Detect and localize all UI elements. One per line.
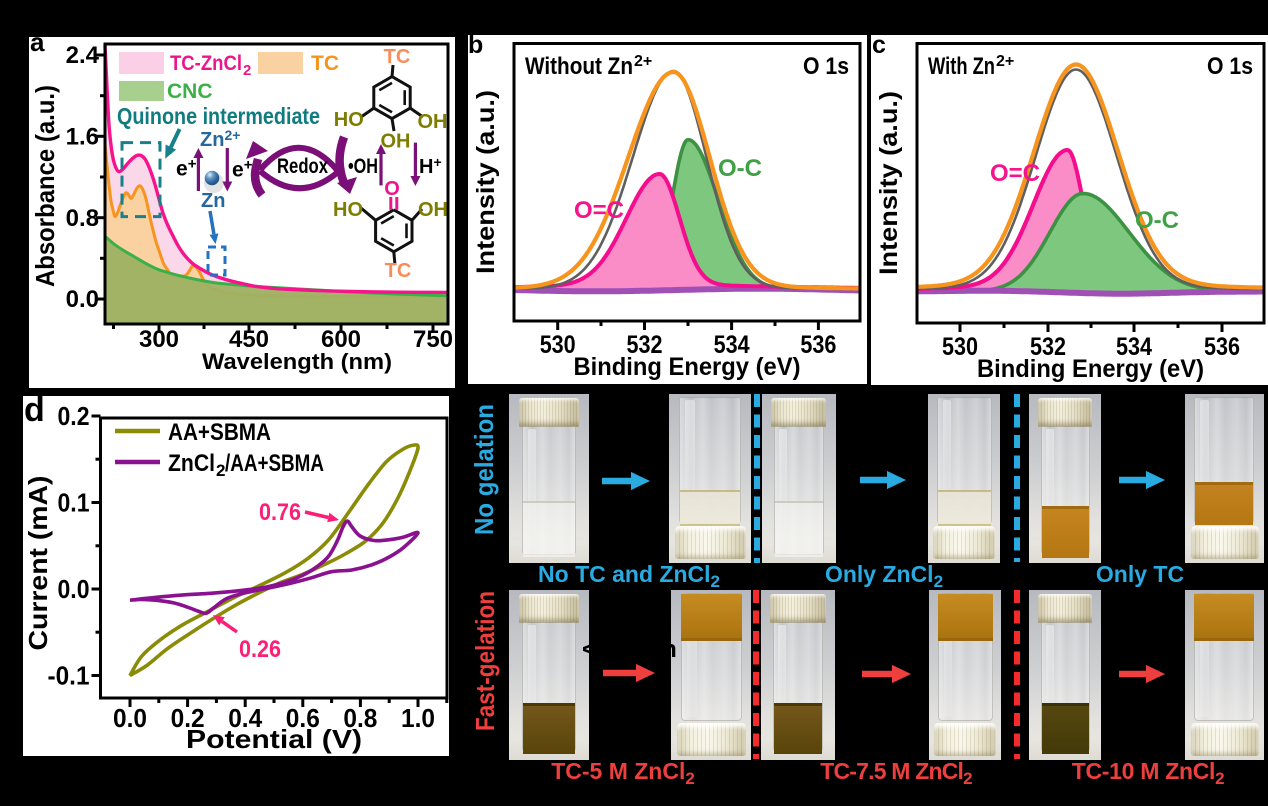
svg-text:0.2: 0.2 xyxy=(171,703,205,733)
svg-text:HO: HO xyxy=(333,199,363,221)
svg-text:0.76: 0.76 xyxy=(259,499,301,526)
svg-text:Quinone intermediate: Quinone intermediate xyxy=(117,103,320,129)
svg-text:Current (mA): Current (mA) xyxy=(23,476,53,651)
svg-text:536: 536 xyxy=(1204,333,1240,361)
svg-text:530: 530 xyxy=(540,331,576,359)
svg-text:2+: 2+ xyxy=(634,53,652,70)
svg-text:0.6: 0.6 xyxy=(286,703,320,733)
svg-text:1.0: 1.0 xyxy=(401,703,435,733)
svg-text:Intensity (a.u.): Intensity (a.u.) xyxy=(472,90,500,274)
svg-text:600: 600 xyxy=(321,326,361,353)
svg-text:Without Zn: Without Zn xyxy=(525,53,633,80)
svg-text:Intensity (a.u.): Intensity (a.u.) xyxy=(875,91,903,275)
svg-text:534: 534 xyxy=(1116,333,1152,361)
svg-text:O=C: O=C xyxy=(574,197,624,224)
svg-text:OH: OH xyxy=(381,131,411,153)
svg-text:2: 2 xyxy=(216,461,225,480)
svg-text:O-C: O-C xyxy=(718,155,762,182)
svg-text:450: 450 xyxy=(229,326,269,353)
svg-text:Wavelength (nm): Wavelength (nm) xyxy=(202,349,392,374)
svg-text:O 1s: O 1s xyxy=(803,53,849,80)
svg-text:2.4: 2.4 xyxy=(66,42,100,69)
svg-text:Fast-gelation: Fast-gelation xyxy=(470,591,500,731)
svg-text:0.2: 0.2 xyxy=(58,401,90,431)
svg-text:530: 530 xyxy=(942,333,978,361)
svg-text:0.0: 0.0 xyxy=(113,703,147,733)
svg-text:Potential (V): Potential (V) xyxy=(186,724,362,754)
svg-text:ZnCl: ZnCl xyxy=(168,450,215,477)
svg-text:O: O xyxy=(384,178,400,200)
svg-text:•OH: •OH xyxy=(348,155,378,178)
svg-text:Binding Energy (eV): Binding Energy (eV) xyxy=(977,355,1204,383)
svg-text:750: 750 xyxy=(413,326,453,353)
svg-text:-0.1: -0.1 xyxy=(48,661,90,691)
svg-text:0.26: 0.26 xyxy=(239,636,281,663)
svg-text:HO: HO xyxy=(334,109,364,131)
svg-text:CNC: CNC xyxy=(167,80,213,103)
svg-text:OH: OH xyxy=(418,199,448,221)
svg-text:e+: e+ xyxy=(232,157,253,182)
svg-text:532: 532 xyxy=(1030,333,1066,361)
svg-text:Redox: Redox xyxy=(277,155,328,178)
svg-text:0.4: 0.4 xyxy=(228,703,262,733)
svg-text:/AA+SBMA: /AA+SBMA xyxy=(225,450,324,477)
svg-text:0.8: 0.8 xyxy=(66,205,99,232)
svg-text:e+: e+ xyxy=(176,155,197,180)
svg-text:TC-ZnCl: TC-ZnCl xyxy=(170,52,242,75)
svg-text:Binding Energy (eV): Binding Energy (eV) xyxy=(574,353,801,381)
svg-text:TC: TC xyxy=(384,46,411,68)
svg-text:536: 536 xyxy=(800,331,836,359)
svg-text:AA+SBMA: AA+SBMA xyxy=(168,419,271,446)
svg-text:532: 532 xyxy=(627,331,663,359)
svg-text:534: 534 xyxy=(714,331,750,359)
svg-text:With Zn: With Zn xyxy=(928,53,995,80)
svg-text:Zn: Zn xyxy=(201,190,225,212)
svg-text:Zn2+: Zn2+ xyxy=(200,127,240,151)
svg-text:TC: TC xyxy=(311,52,339,75)
svg-text:O 1s: O 1s xyxy=(1207,53,1253,80)
svg-text:300: 300 xyxy=(139,326,179,353)
svg-text:0.0: 0.0 xyxy=(66,286,99,313)
svg-text:2: 2 xyxy=(243,62,251,79)
svg-text:O=C: O=C xyxy=(990,160,1040,187)
svg-text:Absorbance (a.u.): Absorbance (a.u.) xyxy=(30,85,60,287)
svg-text:H+: H+ xyxy=(419,154,442,178)
svg-text:0.0: 0.0 xyxy=(58,574,90,604)
svg-text:1.6: 1.6 xyxy=(66,124,99,151)
svg-text:TC: TC xyxy=(385,260,412,282)
svg-text:OH: OH xyxy=(418,111,448,133)
svg-text:O-C: O-C xyxy=(1135,207,1179,234)
svg-text:0.1: 0.1 xyxy=(58,488,90,518)
svg-text:0.8: 0.8 xyxy=(343,703,377,733)
svg-text:No gelation: No gelation xyxy=(469,404,499,535)
svg-text:2+: 2+ xyxy=(996,53,1014,70)
